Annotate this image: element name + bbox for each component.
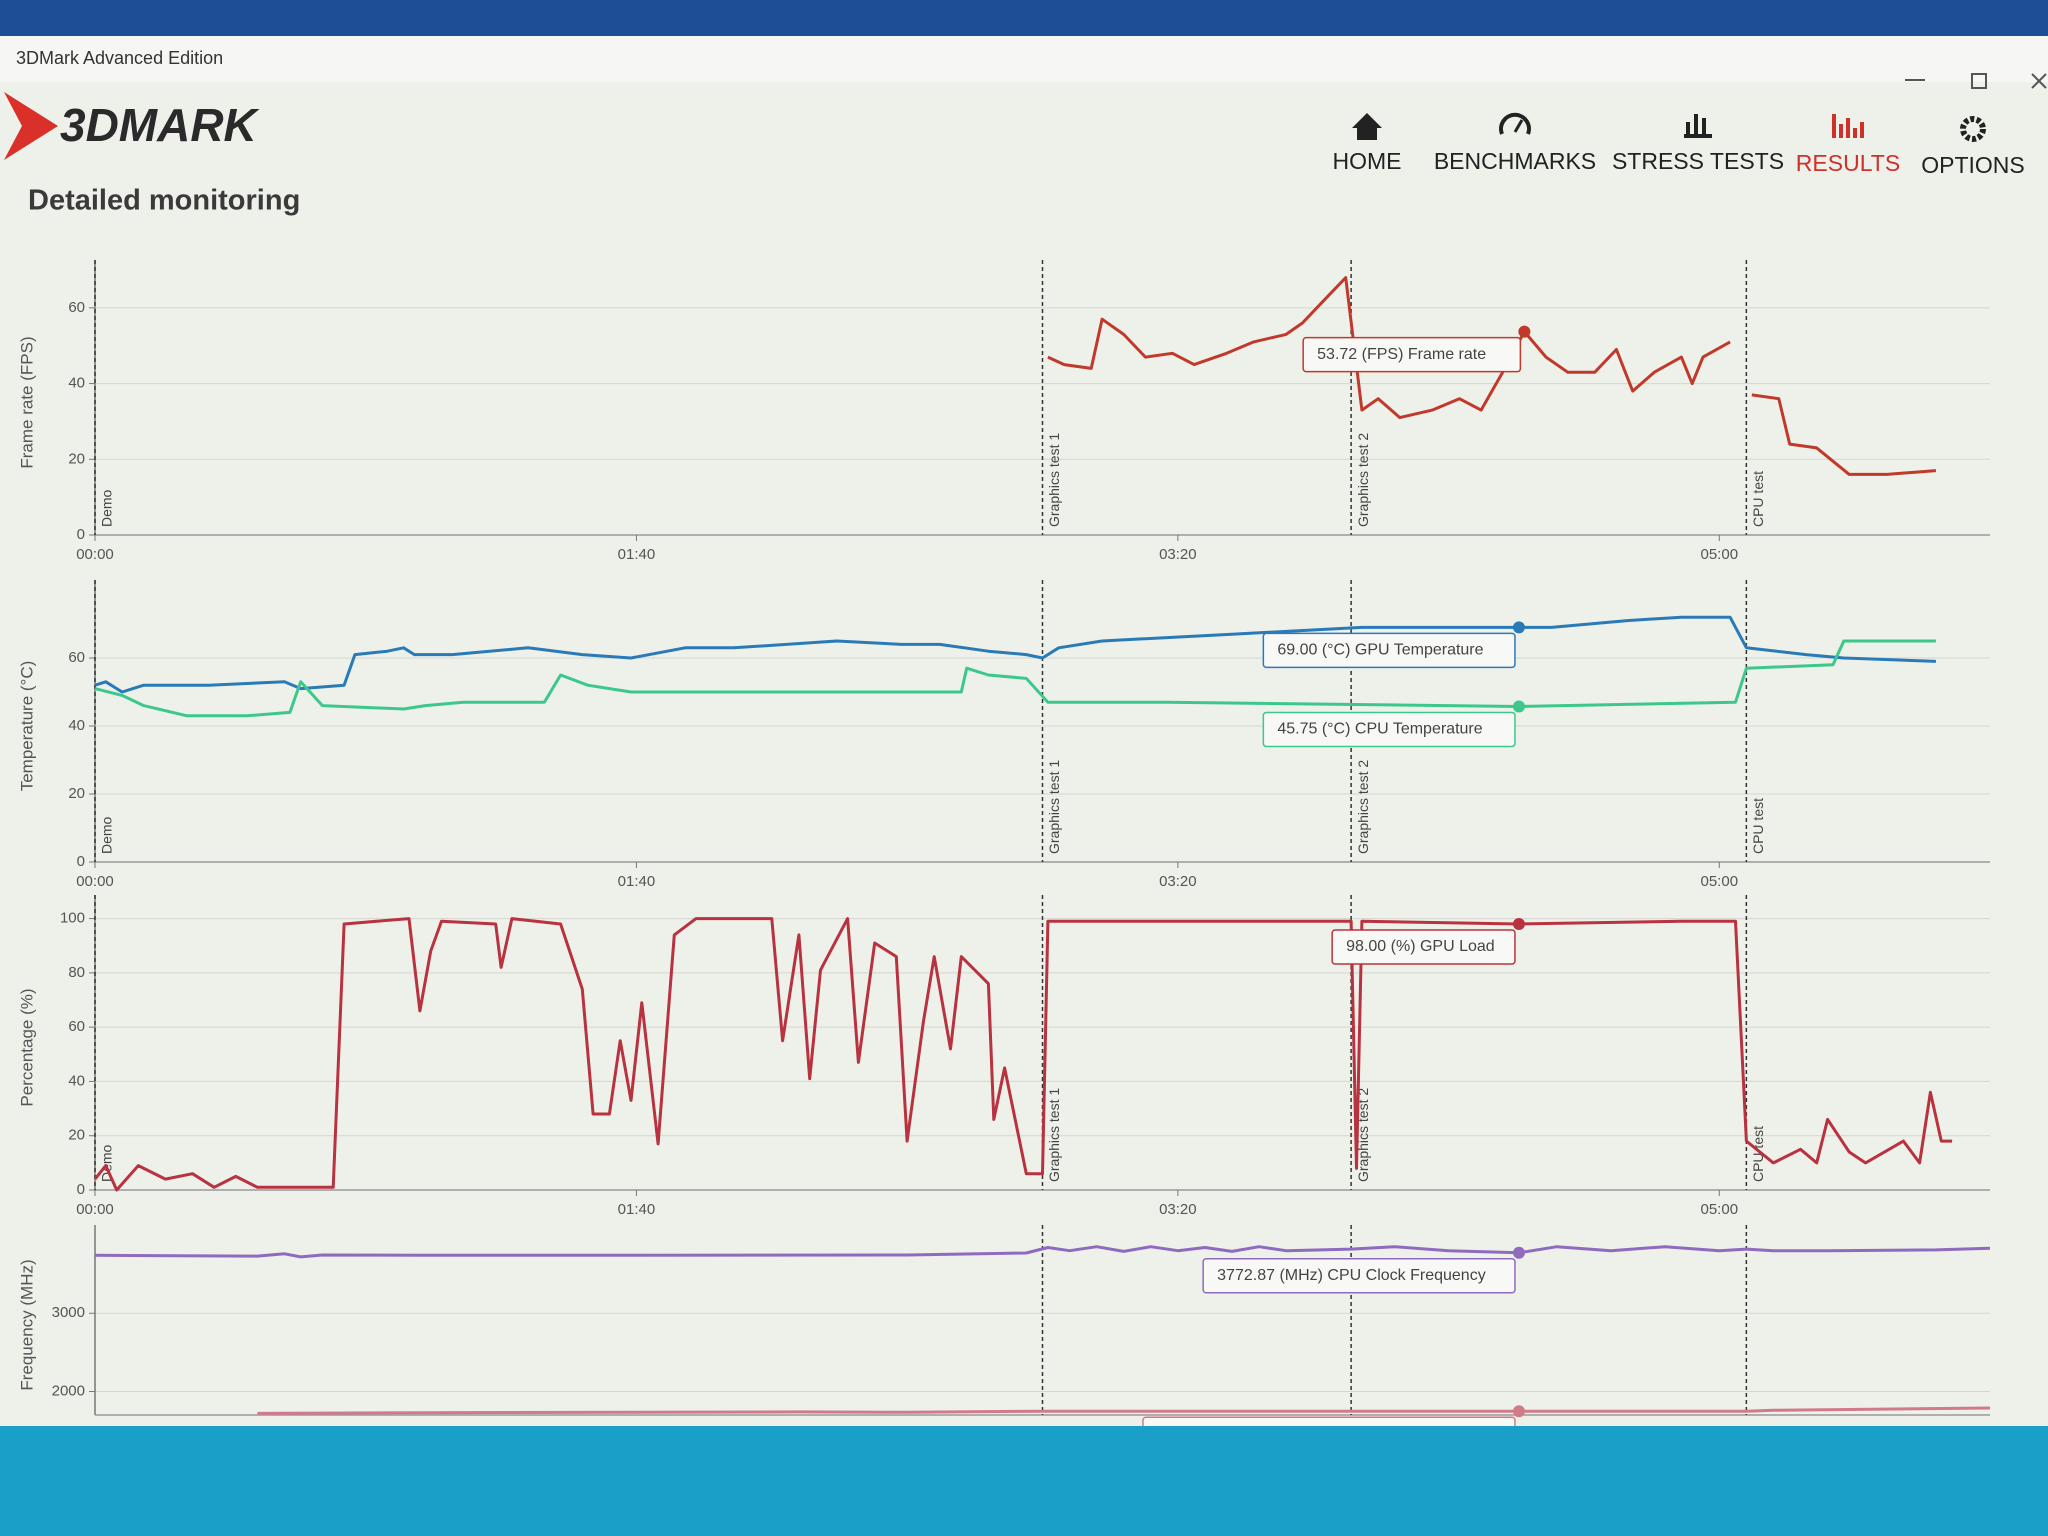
series-line — [1047, 276, 1937, 476]
hover-point — [1518, 325, 1531, 338]
test-marker-label: Demo — [99, 1144, 115, 1182]
y-tick-label: 60 — [68, 1018, 85, 1035]
tooltip-box — [1202, 1258, 1516, 1294]
window-title: 3DMark Advanced Edition — [16, 48, 223, 68]
gauge-icon — [1499, 112, 1531, 135]
maximize-button[interactable] — [1971, 73, 1987, 89]
y-tick-label: 80 — [68, 964, 85, 981]
x-tick-label: 05:00 — [1701, 873, 1739, 890]
hover-point — [1512, 918, 1525, 930]
y-tick-label: 20 — [68, 1127, 85, 1144]
hover-point — [1512, 1405, 1525, 1418]
y-tick-label: 0 — [77, 526, 85, 543]
x-tick-label: 01:40 — [618, 546, 656, 563]
hover-point — [1512, 700, 1525, 713]
nav-label: OPTIONS — [1921, 152, 2025, 178]
x-tick-label: 05:00 — [1701, 546, 1739, 563]
hover-point — [1512, 1246, 1525, 1259]
y-axis-title: Frame rate (FPS) — [17, 336, 36, 468]
tooltip: 3772.87 (MHz) CPU Clock Frequency — [1202, 1246, 1525, 1294]
test-marker-label: Graphics test 1 — [1046, 760, 1062, 854]
x-tick-label: 01:40 — [618, 873, 656, 890]
title-bar — [0, 36, 2048, 82]
tooltip-text: 3772.87 (MHz) CPU Clock Frequency — [1217, 1267, 1486, 1284]
y-tick-label: 20 — [68, 785, 85, 802]
test-marker-label: Demo — [99, 816, 115, 854]
y-tick-label: 60 — [68, 649, 85, 666]
results-icon — [1832, 114, 1864, 138]
test-marker-label: CPU test — [1750, 798, 1766, 854]
y-tick-label: 40 — [68, 1072, 85, 1089]
tooltip-box — [1302, 336, 1522, 373]
series-line — [257, 1406, 1991, 1415]
tooltip-text: 53.72 (FPS) Frame rate — [1317, 346, 1486, 363]
taskbar — [0, 1426, 2048, 1536]
test-marker-label: CPU test — [1750, 471, 1766, 527]
close-button[interactable] — [2031, 73, 2047, 89]
x-tick-label: 00:00 — [76, 1201, 114, 1218]
test-marker-label: Graphics test 1 — [1046, 1088, 1062, 1182]
x-tick-label: 03:20 — [1159, 546, 1197, 563]
y-axis-title: Temperature (°C) — [17, 661, 36, 792]
y-tick-label: 3000 — [52, 1304, 85, 1321]
x-tick-label: 03:20 — [1159, 1201, 1197, 1218]
series-line — [94, 1245, 1991, 1259]
logo-mark — [4, 92, 58, 160]
nav-label: RESULTS — [1796, 150, 1900, 176]
test-marker-label: Graphics test 2 — [1355, 433, 1371, 527]
x-tick-label: 03:20 — [1159, 873, 1197, 890]
tooltip: 69.00 (°C) GPU Temperature — [1262, 621, 1525, 669]
hover-point — [1512, 621, 1525, 634]
tooltip-box — [1331, 929, 1516, 965]
test-marker-label: Graphics test 2 — [1355, 760, 1371, 854]
gauge-needle — [1513, 119, 1524, 133]
y-tick-label: 40 — [68, 375, 85, 392]
nav-options[interactable]: OPTIONS — [1921, 116, 2025, 178]
app-window — [0, 36, 2048, 1426]
tooltip: 98.00 (%) GPU Load — [1331, 918, 1525, 965]
series-line — [93, 917, 1953, 1192]
tooltip-text: 45.75 (°C) CPU Temperature — [1277, 721, 1482, 738]
home-icon — [1352, 113, 1382, 140]
test-marker-label: CPU test — [1750, 1126, 1766, 1182]
tooltip-text: 69.00 (°C) GPU Temperature — [1277, 642, 1483, 659]
y-tick-label: 20 — [68, 450, 85, 467]
nav-home[interactable]: HOME — [1333, 113, 1402, 174]
test-marker-label: Graphics test 1 — [1046, 433, 1062, 527]
x-tick-label: 00:00 — [76, 873, 114, 890]
y-tick-label: 60 — [68, 299, 85, 316]
x-tick-label: 01:40 — [618, 1201, 656, 1218]
y-tick-label: 0 — [77, 853, 85, 870]
page-heading: Detailed monitoring — [28, 185, 300, 217]
x-tick-label: 00:00 — [76, 546, 114, 563]
y-tick-label: 0 — [77, 1181, 85, 1198]
y-tick-label: 40 — [68, 717, 85, 734]
tooltip-box — [1262, 711, 1516, 748]
stress-icon — [1684, 114, 1712, 138]
y-axis-title: Percentage (%) — [17, 988, 36, 1106]
nav-label: STRESS TESTS — [1612, 148, 1784, 174]
tooltip-text: 98.00 (%) GPU Load — [1346, 938, 1495, 955]
tooltip-box — [1262, 632, 1516, 669]
x-tick-label: 05:00 — [1701, 1201, 1739, 1218]
nav-stress-tests[interactable]: STRESS TESTS — [1612, 114, 1784, 174]
logo-text: 3DMARK — [60, 99, 260, 151]
nav-label: BENCHMARKS — [1434, 148, 1596, 174]
y-tick-label: 2000 — [52, 1382, 85, 1399]
test-marker-label: Demo — [99, 489, 115, 527]
y-axis-title: Frequency (MHz) — [17, 1259, 36, 1390]
nav-label: HOME — [1333, 148, 1402, 174]
series-line — [94, 639, 1936, 718]
tooltip: 45.75 (°C) CPU Temperature — [1262, 700, 1525, 748]
tooltip: 53.72 (FPS) Frame rate — [1302, 325, 1531, 373]
y-tick-label: 100 — [60, 910, 85, 927]
gear-icon — [1960, 116, 1986, 142]
nav-benchmarks[interactable]: BENCHMARKS — [1434, 112, 1596, 174]
nav-results[interactable]: RESULTS — [1796, 114, 1900, 176]
